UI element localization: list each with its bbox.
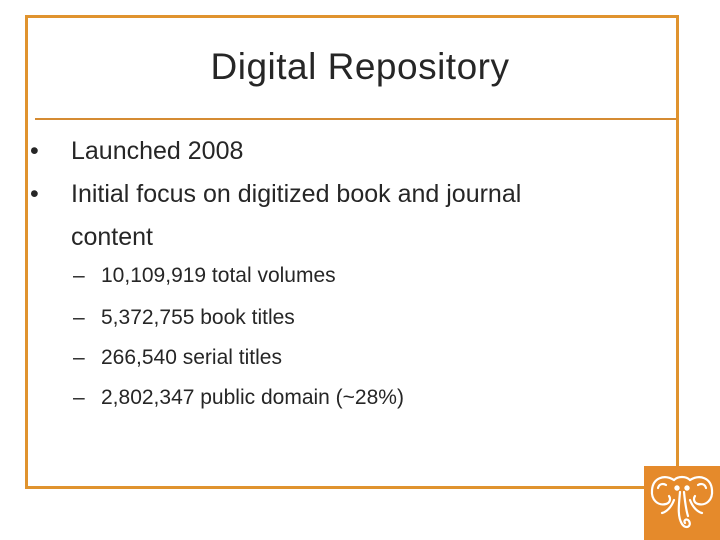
sub-bullet-marker: –	[73, 306, 85, 329]
sub-bullet-marker: –	[73, 264, 85, 287]
bullet-text-continuation: content	[71, 223, 154, 251]
title-divider	[35, 118, 676, 120]
sub-bullet-item: –2,802,347 public domain (~28%)	[73, 378, 404, 418]
sub-bullet-item: –5,372,755 book titles	[73, 298, 295, 338]
slide-frame	[25, 15, 679, 489]
elephant-logo-graphic	[650, 475, 714, 529]
sub-bullet-text: 10,109,919 total volumes	[101, 264, 336, 287]
sub-bullet-text: 5,372,755 book titles	[101, 306, 295, 329]
bullet-marker: •	[30, 137, 39, 165]
bullet-text: Initial focus on digitized book and jour…	[71, 180, 522, 208]
sub-bullet-text: 266,540 serial titles	[101, 346, 282, 369]
sub-bullet-item: –10,109,919 total volumes	[73, 256, 336, 296]
bullet-text: Launched 2008	[71, 137, 244, 165]
sub-bullet-text: 2,802,347 public domain (~28%)	[101, 386, 404, 409]
sub-bullet-marker: –	[73, 386, 85, 409]
slide-title: Digital Repository	[210, 46, 510, 87]
sub-bullet-marker: –	[73, 346, 85, 369]
bullet-marker: •	[30, 180, 39, 208]
sub-bullet-item: –266,540 serial titles	[73, 338, 282, 378]
elephant-logo-icon	[644, 466, 720, 540]
